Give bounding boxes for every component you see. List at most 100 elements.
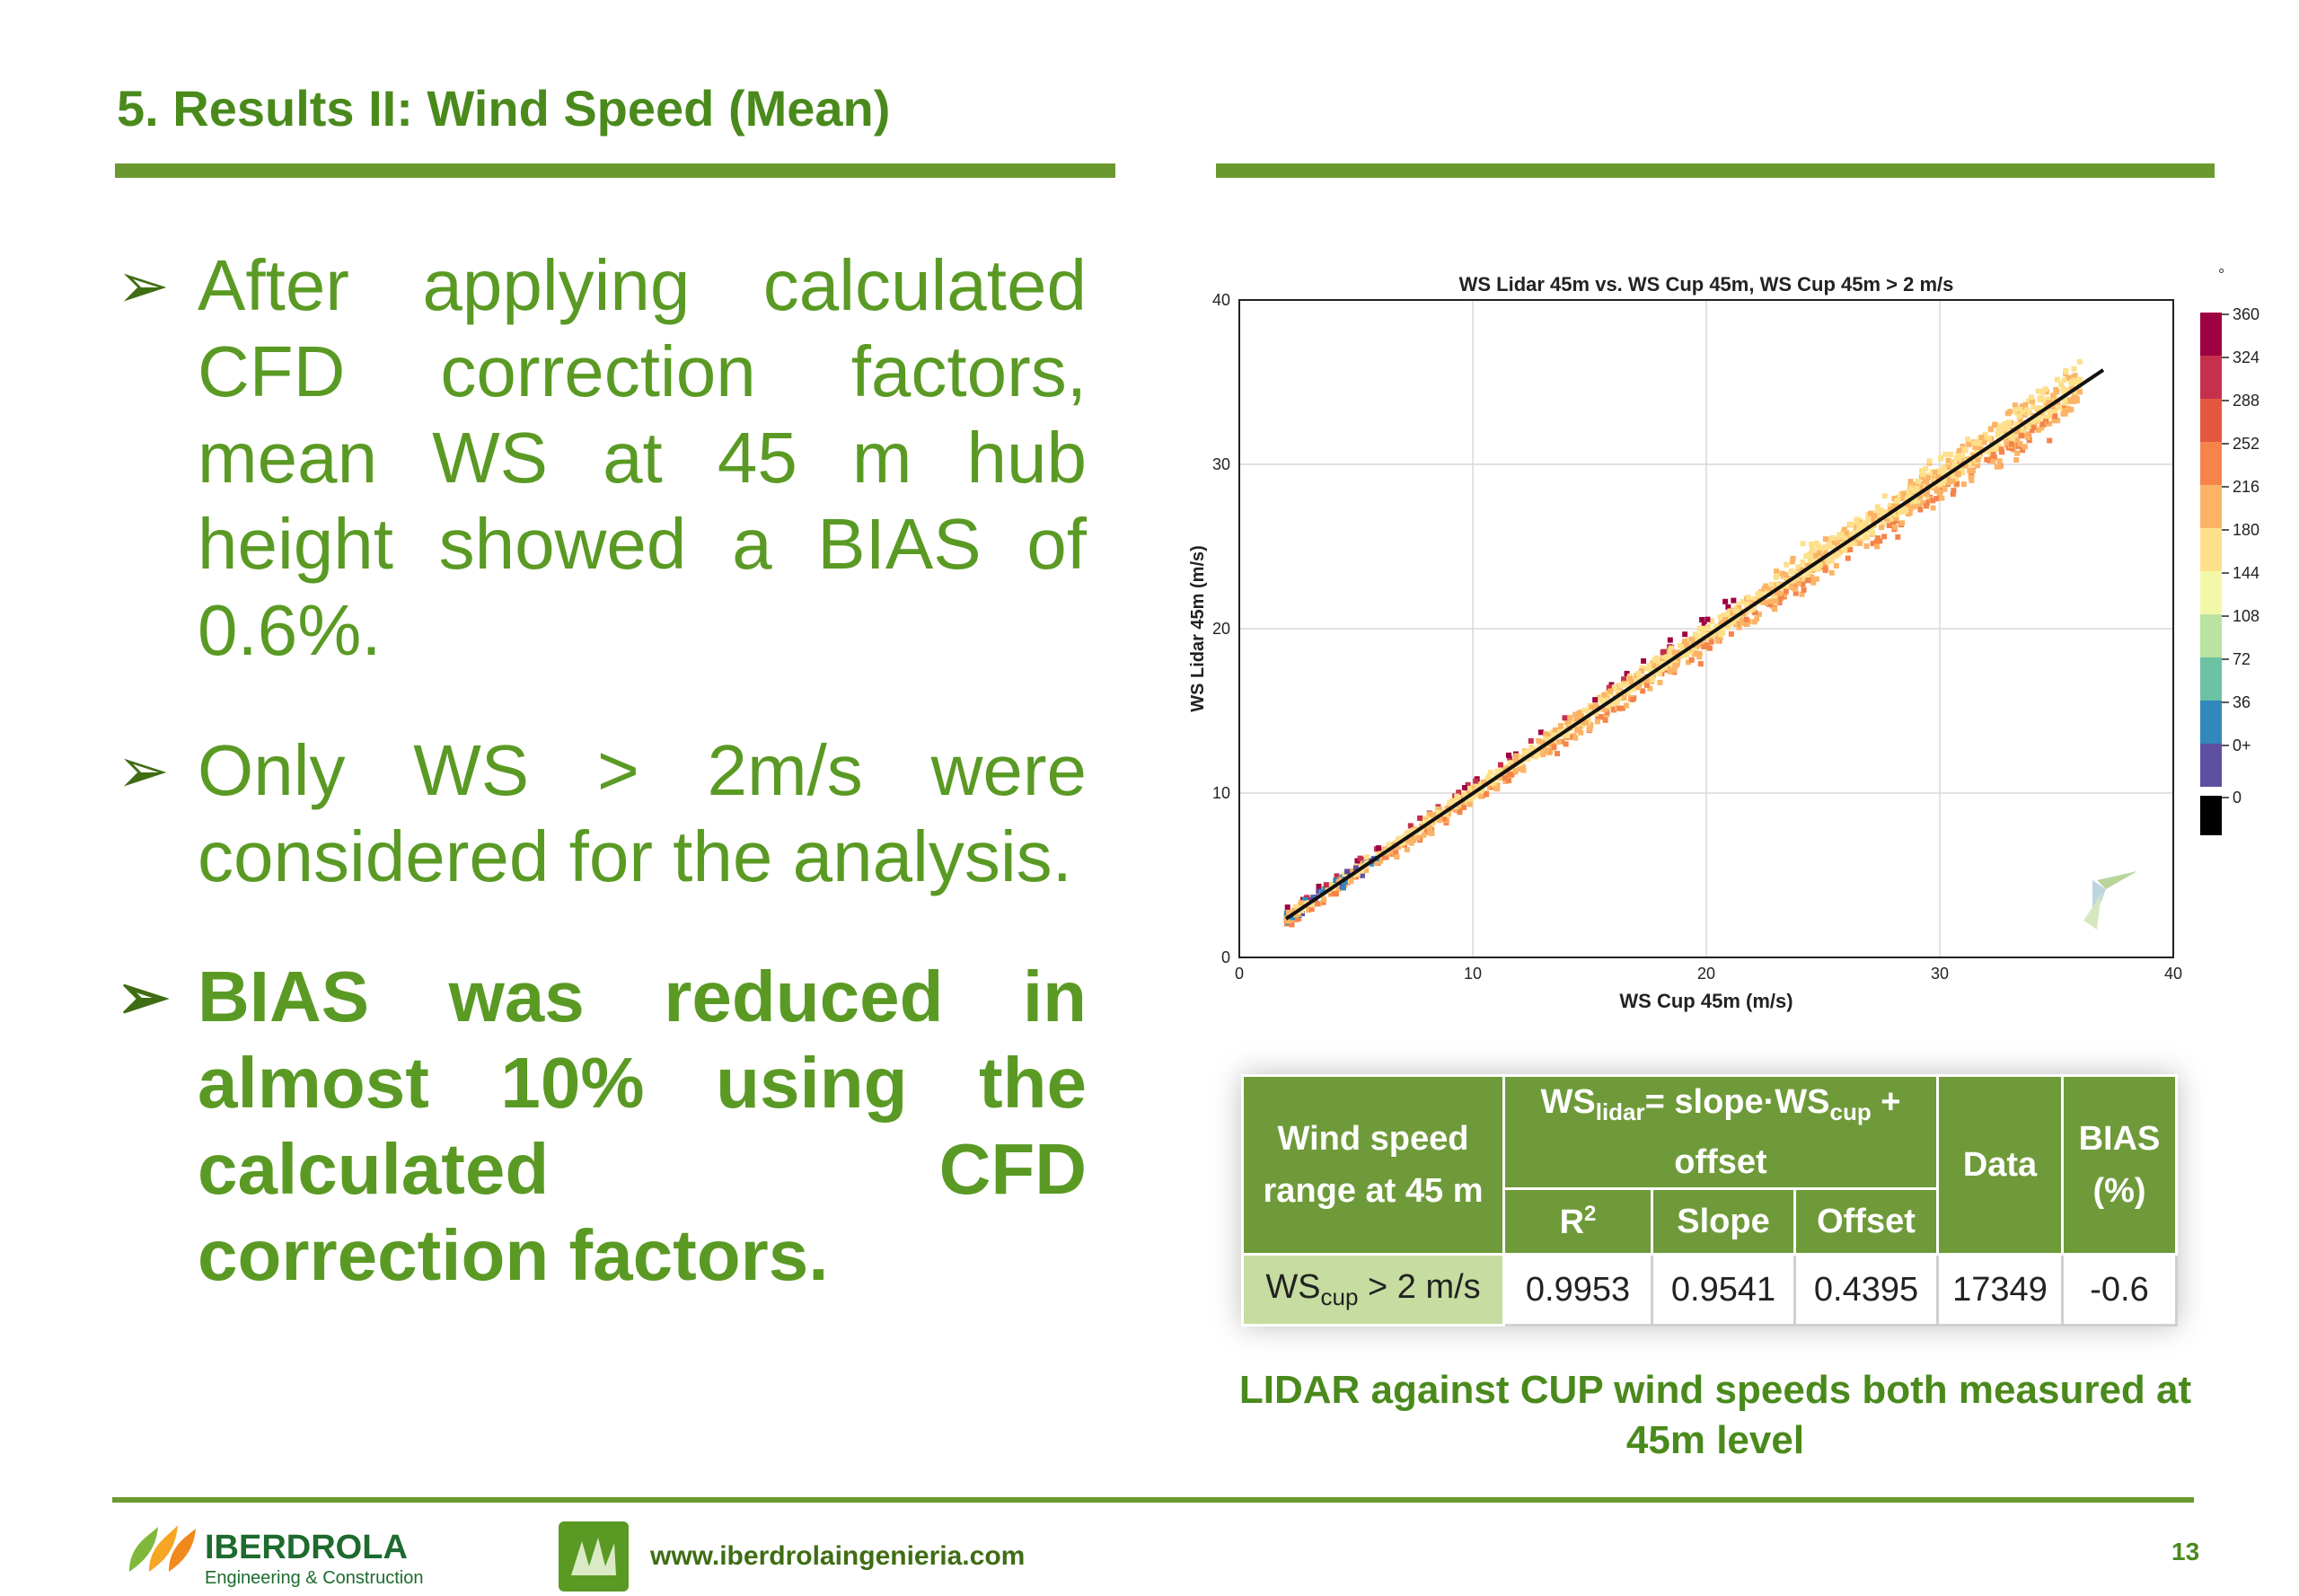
regression-line	[1284, 368, 2105, 921]
data-point	[1708, 619, 1714, 625]
data-point	[1285, 918, 1291, 924]
data-point	[1540, 739, 1546, 745]
data-point	[1326, 883, 1333, 889]
data-point	[1417, 815, 1423, 821]
data-point	[1407, 823, 1414, 829]
data-point	[1951, 463, 1958, 470]
data-point	[1559, 738, 1565, 745]
y-tick-label: 20	[1212, 620, 1230, 638]
colorbar-swatch	[2200, 744, 2222, 787]
bullet-item: ➢ BIAS was reduced in almost 10% using t…	[117, 954, 1087, 1299]
data-point	[1750, 606, 1756, 613]
data-point	[1915, 478, 1921, 484]
data-point	[1616, 694, 1623, 701]
data-point	[1822, 549, 1828, 555]
colorbar-swatch	[2200, 313, 2222, 356]
x-tick-label: 10	[1464, 965, 1482, 983]
data-point	[1675, 657, 1681, 664]
data-point	[1555, 751, 1561, 757]
data-point	[1535, 751, 1541, 757]
data-point	[1984, 448, 1989, 454]
data-point	[1306, 907, 1312, 913]
data-point	[1970, 440, 1977, 446]
bullet-item: ➢ Only WS > 2m/s were considered for the…	[117, 727, 1087, 900]
slide-title: 5. Results II: Wind Speed (Mean)	[117, 80, 891, 137]
data-point	[2065, 375, 2071, 381]
data-point	[1872, 513, 1878, 519]
data-point	[1727, 621, 1732, 627]
data-point	[1308, 902, 1315, 908]
data-point	[1731, 597, 1737, 604]
colorbar-swatch	[2200, 442, 2222, 485]
data-point	[1566, 719, 1572, 726]
data-point	[2035, 427, 2041, 433]
data-point	[2052, 408, 2058, 414]
data-point	[1621, 694, 1627, 701]
data-point	[2013, 410, 2020, 416]
data-point	[1437, 817, 1443, 824]
data-point	[1393, 850, 1399, 856]
data-point	[2036, 413, 2042, 419]
data-point	[1627, 675, 1634, 682]
data-point	[1586, 726, 1592, 732]
data-point	[1427, 811, 1433, 817]
data-point	[1667, 650, 1673, 657]
data-point	[1960, 481, 1967, 488]
data-point	[1840, 546, 1846, 552]
data-point	[2043, 419, 2049, 425]
data-point	[1945, 474, 1951, 481]
data-point	[1828, 569, 1835, 576]
data-point	[2072, 392, 2078, 398]
data-point	[1918, 484, 1925, 490]
data-point	[1635, 683, 1642, 689]
axis-tick-labels: 0 10 20 30 40 0 10 20 30 40	[1212, 291, 2182, 983]
data-point	[1842, 534, 1848, 541]
colorbar-swatch	[2200, 528, 2222, 571]
data-point	[2071, 399, 2077, 405]
data-point	[1525, 748, 1531, 754]
data-point	[1908, 485, 1915, 491]
data-point	[1782, 592, 1788, 598]
data-point	[1342, 879, 1348, 886]
data-point	[1328, 890, 1334, 896]
page-number: 13	[2171, 1538, 2200, 1565]
bullet-item: ➢ After applying calculated CFD correcti…	[117, 242, 1087, 674]
data-point	[2068, 407, 2074, 413]
data-point	[1826, 538, 1832, 544]
data-point	[1516, 754, 1522, 760]
data-point	[1619, 705, 1625, 711]
data-point	[1597, 696, 1603, 702]
data-point	[1886, 523, 1892, 529]
data-point	[1923, 465, 1929, 472]
data-point	[1616, 705, 1623, 711]
data-point	[1409, 836, 1415, 842]
data-point	[2051, 418, 2057, 424]
data-point	[2049, 403, 2056, 410]
data-point	[2025, 431, 2031, 437]
data-point	[1323, 882, 1329, 888]
data-point	[1663, 654, 1669, 660]
data-point	[2024, 407, 2030, 413]
data-point	[2076, 389, 2083, 395]
data-point	[1667, 668, 1673, 675]
data-point	[1792, 586, 1798, 593]
data-point	[2009, 437, 2015, 444]
data-point	[2012, 402, 2018, 409]
data-point	[1956, 455, 1962, 462]
data-point	[1779, 570, 1785, 577]
data-point	[2063, 369, 2069, 375]
data-point	[1991, 446, 1997, 453]
x-tick-label: 30	[1931, 965, 1949, 983]
header-bias: BIAS (%)	[2061, 1074, 2178, 1256]
data-point	[1803, 553, 1810, 560]
data-point	[1926, 496, 1933, 502]
data-point	[1630, 696, 1636, 702]
data-point	[1639, 665, 1645, 671]
data-point	[1299, 911, 1306, 917]
data-point	[2048, 412, 2054, 419]
data-point	[2005, 410, 2012, 417]
header-slope: Slope	[1651, 1187, 1796, 1256]
data-point	[1598, 713, 1604, 719]
website-link[interactable]: www.iberdrolaingenieria.com	[650, 1541, 1026, 1571]
data-point	[1899, 496, 1906, 502]
